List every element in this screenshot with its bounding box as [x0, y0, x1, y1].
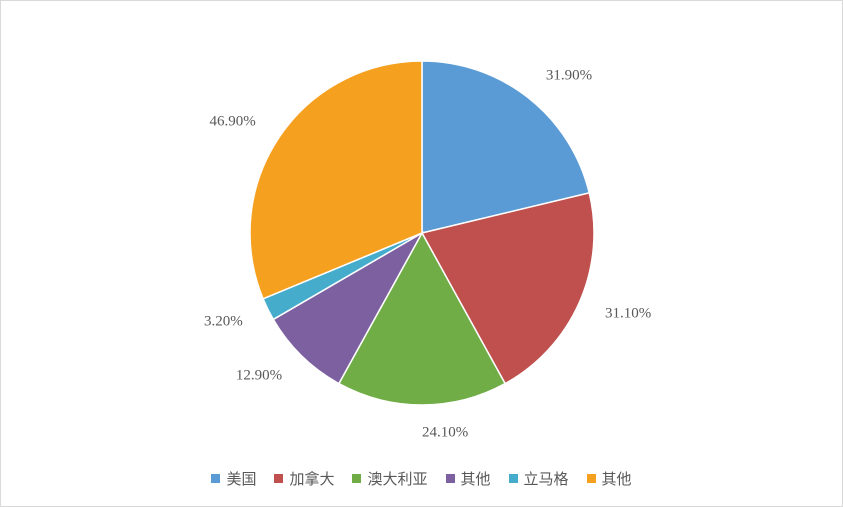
- pie-svg: [1, 1, 843, 453]
- legend-label-4: 立马格: [524, 468, 569, 489]
- legend-label-0: 美国: [226, 468, 256, 489]
- legend-marker-2: [352, 474, 361, 483]
- legend-label-3: 其他: [461, 468, 491, 489]
- legend-marker-0: [211, 474, 220, 483]
- legend-marker-4: [509, 474, 518, 483]
- legend-item-5: 其他: [587, 468, 632, 489]
- slice-label-0: 31.90%: [546, 67, 592, 84]
- legend-marker-1: [274, 474, 283, 483]
- legend-label-5: 其他: [602, 468, 632, 489]
- pie-chart-container: 31.90% 31.10% 24.10% 12.90% 3.20% 46.90% 美国 加拿…: [0, 0, 843, 507]
- legend-marker-3: [446, 474, 455, 483]
- legend-item-1: 加拿大: [274, 468, 334, 489]
- slice-label-5: 46.90%: [209, 113, 255, 130]
- legend-label-2: 澳大利亚: [367, 468, 427, 489]
- pie-chart-area: 31.90% 31.10% 24.10% 12.90% 3.20% 46.90%: [1, 1, 843, 453]
- slice-label-4: 3.20%: [204, 313, 243, 330]
- legend-item-0: 美国: [211, 468, 256, 489]
- legend-label-1: 加拿大: [289, 468, 334, 489]
- legend-item-3: 其他: [446, 468, 491, 489]
- slice-label-1: 31.10%: [605, 305, 651, 322]
- legend-item-4: 立马格: [509, 468, 569, 489]
- legend-marker-5: [587, 474, 596, 483]
- legend-item-2: 澳大利亚: [352, 468, 427, 489]
- slice-label-3: 12.90%: [236, 367, 282, 384]
- slice-label-2: 24.10%: [422, 425, 468, 442]
- chart-legend: 美国 加拿大 澳大利亚 其他 立马格 其他: [1, 453, 842, 503]
